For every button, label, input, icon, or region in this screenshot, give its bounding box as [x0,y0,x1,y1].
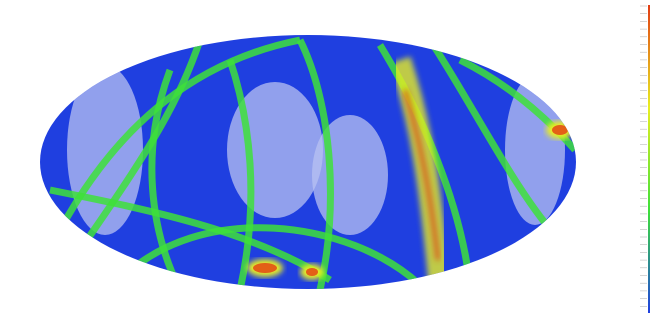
peak-spot [253,263,277,273]
colorbar-strip [648,5,650,313]
peak-spot [552,125,568,135]
sky-map [0,0,657,321]
peak-spot [306,268,318,276]
colorbar [640,5,650,313]
